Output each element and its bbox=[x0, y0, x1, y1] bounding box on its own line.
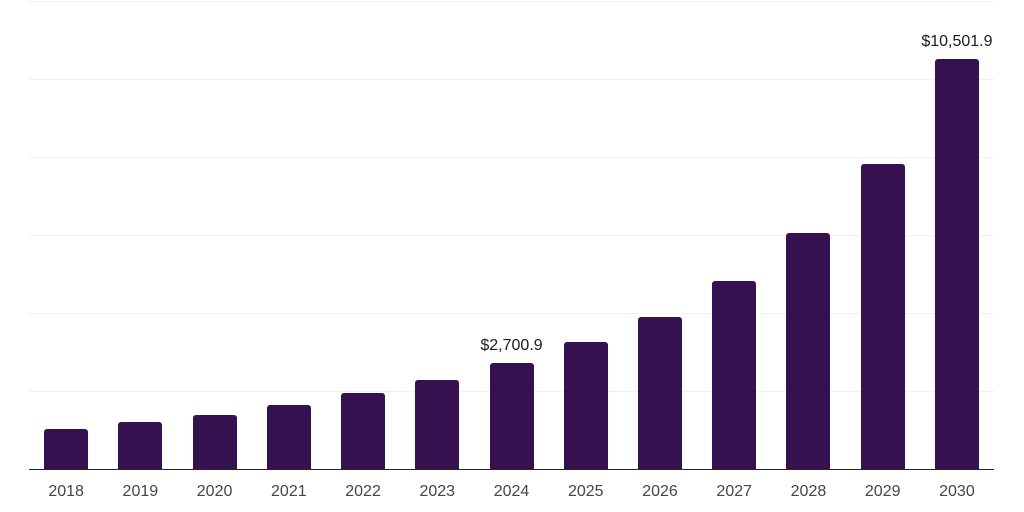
bar-2020 bbox=[192, 415, 237, 469]
bars-row: $2,700.9 $10,501.9 bbox=[29, 0, 994, 469]
x-tick-label-2019: 2019 bbox=[122, 483, 159, 500]
gridline-4000 bbox=[29, 313, 994, 314]
bar-slot-2020 bbox=[177, 0, 251, 469]
bar-slot-2028 bbox=[771, 0, 845, 469]
x-axis-line bbox=[29, 468, 994, 470]
bar-slot-2024: $2,700.9 bbox=[474, 0, 548, 469]
bar-2025 bbox=[563, 342, 608, 469]
gridline-6000 bbox=[29, 235, 994, 236]
bar-slot-2019 bbox=[103, 0, 177, 469]
x-tick-label-2021: 2021 bbox=[271, 483, 307, 500]
bar-slot-2022 bbox=[326, 0, 400, 469]
bar-2019 bbox=[118, 422, 163, 469]
bar-slot-2025 bbox=[549, 0, 623, 469]
bar-2029 bbox=[860, 164, 905, 469]
bar-2023 bbox=[415, 380, 460, 469]
x-tick-label-2022: 2022 bbox=[345, 483, 381, 500]
bar-slot-2018 bbox=[29, 0, 103, 469]
x-tick-label-2029: 2029 bbox=[864, 483, 901, 500]
gridline-8000 bbox=[29, 157, 994, 158]
bar-2027 bbox=[712, 280, 757, 469]
plot-area: $2,700.9 $10,501.9 bbox=[29, 0, 994, 470]
bar-2028 bbox=[786, 233, 831, 469]
bar-2021 bbox=[266, 404, 311, 469]
gridline-10000 bbox=[29, 79, 994, 80]
x-tick-label-2023: 2023 bbox=[419, 483, 456, 500]
x-tick-label-2027: 2027 bbox=[716, 483, 753, 500]
x-tick-label-2018: 2018 bbox=[48, 483, 84, 500]
x-tick-label-2030: 2030 bbox=[939, 483, 975, 500]
bar-slot-2026 bbox=[623, 0, 697, 469]
bar-2024 bbox=[489, 363, 534, 469]
x-tick-label-2028: 2028 bbox=[790, 483, 827, 500]
bar-slot-2029 bbox=[846, 0, 920, 469]
bar-2022 bbox=[341, 392, 386, 469]
bar-2018 bbox=[44, 429, 89, 469]
bar-slot-2027 bbox=[697, 0, 771, 469]
data-label-2030: $10,501.9 bbox=[921, 32, 993, 50]
x-tick-label-2020: 2020 bbox=[196, 483, 233, 500]
bar-slot-2030: $10,501.9 bbox=[920, 0, 994, 469]
gridline-12000 bbox=[29, 1, 994, 2]
x-tick-label-2025: 2025 bbox=[567, 483, 604, 500]
bar-slot-2021 bbox=[252, 0, 326, 469]
bar-2030 bbox=[934, 58, 979, 469]
x-tick-label-2024: 2024 bbox=[493, 483, 530, 500]
x-axis-tick-labels: 2018 2019 2020 2021 2022 2023 2024 2025 2026 2027… bbox=[29, 483, 994, 501]
bar-slot-2023 bbox=[400, 0, 474, 469]
x-tick-label-2026: 2026 bbox=[642, 483, 678, 500]
data-label-2024: $2,700.9 bbox=[480, 337, 543, 355]
bar-2026 bbox=[637, 317, 682, 469]
